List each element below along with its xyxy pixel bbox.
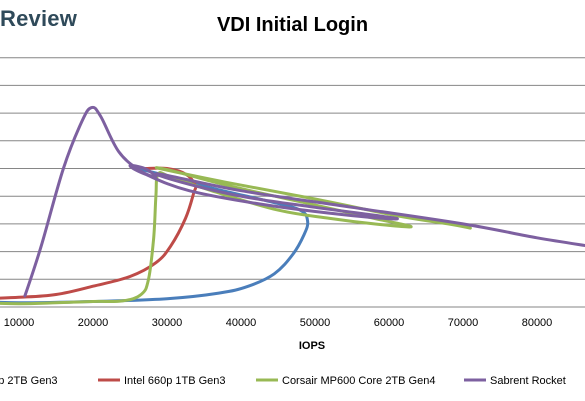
series-line-4 — [23, 105, 585, 298]
x-tick-label: 60000 — [374, 317, 405, 329]
x-tick-label: 10000 — [4, 317, 35, 329]
x-tick-label: 20000 — [78, 317, 109, 329]
series-line-3 — [0, 166, 472, 306]
legend-label: Corsair MP600 Core 2TB Gen4 — [282, 375, 435, 387]
x-tick-label: 30000 — [152, 317, 183, 329]
chart-title: VDI Initial Login — [216, 14, 369, 36]
chart-title-wrap: VDI Initial Login — [0, 14, 585, 37]
brand-logo-text: Review — [0, 6, 78, 31]
x-tick-label: 80000 — [522, 317, 553, 329]
legend-label: Sabrent Rocket — [490, 375, 566, 387]
x-tick-label: 40000 — [226, 317, 257, 329]
legend-label: Intel 660p 1TB Gen3 — [124, 375, 226, 387]
legend-label: 70p 2TB Gen3 — [0, 375, 58, 387]
x-tick-label: 50000 — [300, 317, 331, 329]
x-tick-label: 70000 — [448, 317, 479, 329]
x-tick-labels: 10000 20000 30000 40000 50000 60000 70000 80000 — [4, 317, 553, 329]
series-lines — [0, 105, 585, 306]
x-axis-label: IOPS — [299, 340, 325, 352]
legend: 70p 2TB Gen3 Intel 660p 1TB Gen3 Corsair M… — [0, 375, 566, 387]
gridlines — [0, 57, 585, 280]
